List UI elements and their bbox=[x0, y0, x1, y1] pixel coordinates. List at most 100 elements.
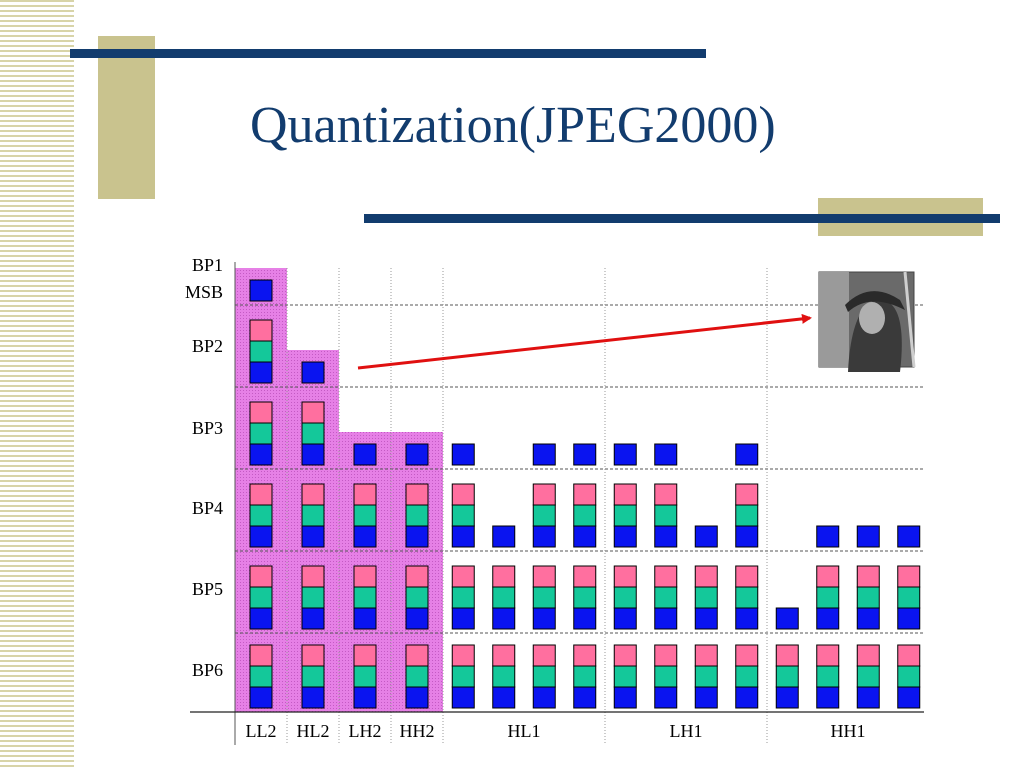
page-title: Quantization(JPEG2000) bbox=[250, 97, 776, 154]
coefficient-block-blue bbox=[775, 686, 799, 709]
decorative-stripes bbox=[0, 0, 74, 768]
coefficient-block-pink bbox=[613, 644, 637, 667]
subband-label: LH1 bbox=[670, 721, 703, 741]
coefficient-block-blue bbox=[816, 525, 840, 548]
coefficient-block-blue bbox=[573, 607, 597, 630]
coefficient-block-green bbox=[856, 586, 880, 609]
coefficient-block-blue bbox=[654, 607, 678, 630]
coefficient-block-green bbox=[249, 504, 273, 527]
coefficient-block-blue bbox=[353, 607, 377, 630]
coefficient-block-blue bbox=[451, 686, 475, 709]
coefficient-block-green bbox=[897, 665, 921, 688]
coefficient-block-green bbox=[353, 504, 377, 527]
coefficient-block-blue bbox=[405, 443, 429, 466]
coefficient-block-blue bbox=[249, 443, 273, 466]
coefficient-block-pink bbox=[694, 644, 718, 667]
coefficient-block-pink bbox=[353, 565, 377, 588]
coefficient-block-blue bbox=[735, 686, 759, 709]
coefficient-block-pink bbox=[775, 644, 799, 667]
coefficient-block-pink bbox=[573, 483, 597, 506]
coefficient-block-blue bbox=[451, 525, 475, 548]
coefficient-block-blue bbox=[654, 443, 678, 466]
coefficient-block-blue bbox=[694, 525, 718, 548]
coefficient-block-pink bbox=[405, 483, 429, 506]
coefficient-block-pink bbox=[573, 565, 597, 588]
coefficient-block-blue bbox=[405, 525, 429, 548]
coefficient-block-green bbox=[451, 665, 475, 688]
coefficient-block-blue bbox=[816, 686, 840, 709]
coefficient-block-green bbox=[735, 504, 759, 527]
coefficient-block-green bbox=[532, 586, 556, 609]
coefficient-block-blue bbox=[775, 607, 799, 630]
coefficient-block-pink bbox=[613, 565, 637, 588]
coefficient-block-blue bbox=[451, 443, 475, 466]
coefficient-block-pink bbox=[301, 565, 325, 588]
image-edge bbox=[903, 271, 916, 368]
coefficient-block-blue bbox=[301, 443, 325, 466]
coefficient-block-green bbox=[613, 665, 637, 688]
coefficient-block-green bbox=[249, 665, 273, 688]
image-shade bbox=[819, 272, 849, 367]
coefficient-block-blue bbox=[735, 607, 759, 630]
coefficient-block-pink bbox=[654, 565, 678, 588]
row-label: MSB bbox=[185, 282, 223, 302]
coefficient-block-blue bbox=[654, 525, 678, 548]
coefficient-block-pink bbox=[897, 644, 921, 667]
coefficient-block-blue bbox=[856, 607, 880, 630]
coefficient-block-green bbox=[301, 422, 325, 445]
coefficient-block-pink bbox=[353, 483, 377, 506]
coefficient-block-green bbox=[775, 665, 799, 688]
coefficient-block-pink bbox=[301, 483, 325, 506]
coefficient-block-blue bbox=[301, 525, 325, 548]
coefficient-block-green bbox=[405, 504, 429, 527]
coefficient-block-green bbox=[816, 665, 840, 688]
coefficient-block-pink bbox=[405, 644, 429, 667]
coefficient-block-pink bbox=[249, 565, 273, 588]
coefficient-block-green bbox=[573, 586, 597, 609]
coefficient-block-pink bbox=[249, 644, 273, 667]
coefficient-block-blue bbox=[353, 443, 377, 466]
coefficient-block-green bbox=[613, 586, 637, 609]
coefficient-block-green bbox=[532, 665, 556, 688]
coefficient-block-blue bbox=[816, 607, 840, 630]
coefficient-block-blue bbox=[249, 686, 273, 709]
coefficient-block-green bbox=[405, 586, 429, 609]
coefficient-block-blue bbox=[613, 525, 637, 548]
coefficient-block-blue bbox=[573, 443, 597, 466]
coefficient-block-blue bbox=[451, 607, 475, 630]
coefficient-block-pink bbox=[816, 565, 840, 588]
image-hat bbox=[845, 291, 905, 312]
coefficient-block-green bbox=[654, 665, 678, 688]
coefficient-block-green bbox=[353, 665, 377, 688]
coefficient-block-green bbox=[301, 504, 325, 527]
coefficient-block-blue bbox=[249, 361, 273, 384]
coefficient-block-pink bbox=[405, 565, 429, 588]
coefficient-block-blue bbox=[897, 607, 921, 630]
row-label: BP1 bbox=[192, 255, 223, 275]
coefficient-block-green bbox=[897, 586, 921, 609]
subband-label: LH2 bbox=[349, 721, 382, 741]
coefficient-block-pink bbox=[816, 644, 840, 667]
coefficient-block-blue bbox=[613, 686, 637, 709]
subband-label: HL2 bbox=[297, 721, 330, 741]
coefficient-block-blue bbox=[301, 686, 325, 709]
coefficient-block-blue bbox=[532, 443, 556, 466]
coefficient-block-pink bbox=[532, 565, 556, 588]
coefficient-block-green bbox=[573, 504, 597, 527]
coefficient-block-green bbox=[301, 665, 325, 688]
coefficient-block-green bbox=[249, 422, 273, 445]
coefficient-block-green bbox=[249, 586, 273, 609]
coefficient-block-blue bbox=[735, 443, 759, 466]
coefficient-block-green bbox=[492, 586, 516, 609]
row-label: BP6 bbox=[192, 660, 223, 680]
coefficient-block-pink bbox=[301, 401, 325, 424]
title-rule-bottom bbox=[364, 214, 1000, 223]
coefficient-block-pink bbox=[856, 644, 880, 667]
coefficient-block-blue bbox=[897, 525, 921, 548]
coefficient-block-pink bbox=[249, 483, 273, 506]
coefficient-block-green bbox=[613, 504, 637, 527]
coefficient-block-blue bbox=[301, 361, 325, 384]
arrow bbox=[357, 313, 812, 370]
coefficient-block-blue bbox=[249, 525, 273, 548]
coefficient-block-pink bbox=[654, 483, 678, 506]
